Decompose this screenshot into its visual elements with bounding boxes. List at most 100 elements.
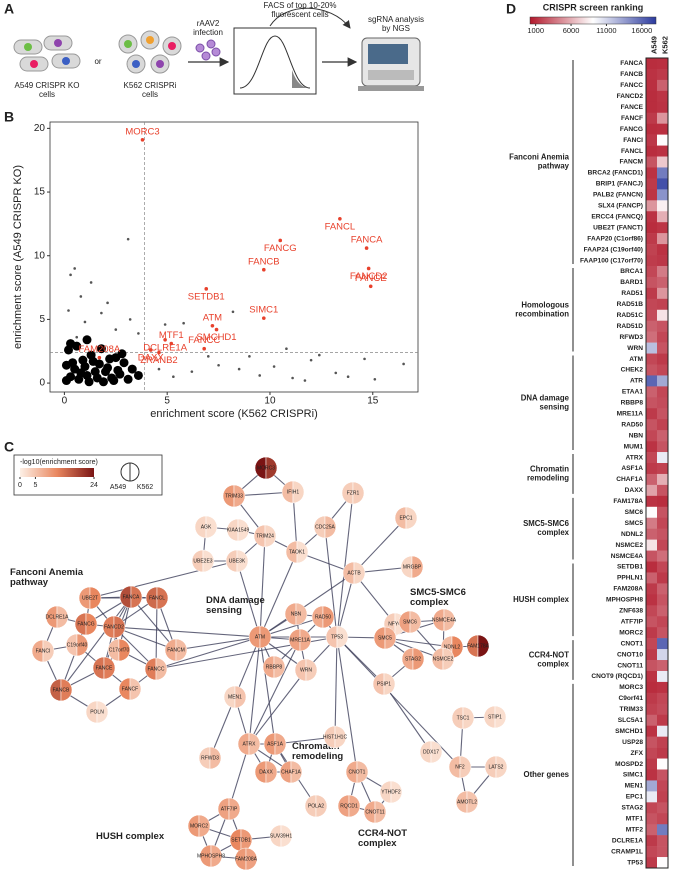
node-k562 [265, 456, 278, 480]
heat-cell [657, 222, 668, 234]
heat-cell [646, 780, 657, 792]
node-k562 [383, 672, 396, 696]
node-k562 [280, 824, 293, 848]
row-label: FANCM [620, 159, 644, 166]
row-label: CNOT11 [617, 662, 643, 669]
cells-k-label: K562 CRISPRi cells [124, 81, 177, 99]
heat-cell [657, 714, 668, 727]
hit-point [214, 327, 219, 332]
heat-cell [657, 539, 668, 551]
heat-cell [646, 320, 657, 332]
or-label: or [94, 57, 101, 66]
heat-cell [657, 747, 668, 759]
point [117, 349, 127, 359]
node-k562 [205, 515, 218, 539]
node-k562 [374, 800, 387, 824]
row-label: TRIM33 [620, 706, 644, 713]
heat-cell [646, 79, 657, 92]
node-label: RBBP8 [266, 664, 283, 670]
point [248, 355, 251, 358]
point [133, 370, 143, 380]
node-label: MORC3 [257, 465, 275, 471]
point [303, 379, 307, 382]
y-tick-label: 15 [34, 187, 46, 198]
heat-cell [646, 627, 657, 639]
node-label: POLA2 [308, 803, 324, 809]
heat-cell [657, 58, 668, 70]
row-label: BARD1 [620, 279, 643, 286]
heat-cell [657, 550, 668, 562]
row-label: MRE11A [617, 410, 644, 417]
node-k562 [412, 647, 425, 671]
point [61, 360, 71, 370]
hit-label: SIMC1 [249, 305, 278, 316]
point [373, 377, 377, 381]
row-label: PALB2 (FANCN) [593, 192, 643, 199]
node-label: KIAA1549 [227, 527, 250, 533]
row-label: FAAP20 (C1orf86) [587, 235, 643, 242]
node-a549 [313, 515, 326, 539]
point [83, 320, 87, 324]
row-label: CHAF1A [616, 476, 643, 483]
heat-cell [657, 419, 668, 431]
point [79, 295, 83, 298]
group-label: Homologous recombination [515, 300, 569, 318]
network-edge [113, 626, 261, 638]
heat-cell [657, 90, 668, 103]
heat-cell [646, 660, 657, 672]
hit-label: MTF1 [159, 330, 184, 341]
network-edge [60, 596, 132, 691]
node-a549 [263, 732, 276, 756]
heat-cell [646, 747, 657, 759]
network-edge [336, 492, 354, 638]
node-label: TRIM33 [225, 493, 243, 499]
node-a549 [325, 625, 338, 649]
row-label: RAD50 [621, 421, 643, 428]
heat-cell [657, 802, 668, 814]
heat-cell [646, 484, 657, 497]
node-a549 [419, 740, 432, 764]
node-label: POLN [90, 709, 104, 715]
heat-cell [657, 616, 668, 628]
node-label: FZR1 [347, 490, 360, 496]
row-label: MORC3 [619, 684, 643, 691]
node-k562 [210, 844, 223, 868]
heat-cell [646, 145, 657, 157]
infection-label: rAAV2 infection [193, 19, 223, 37]
row-label: RAD51B [617, 301, 644, 308]
node-a549 [294, 658, 307, 682]
heat-cell [657, 484, 668, 497]
node-k562 [430, 740, 443, 764]
point [182, 321, 185, 325]
row-label: MEN1 [625, 783, 644, 790]
row-label: ATRX [626, 454, 644, 461]
node-a549 [483, 705, 496, 729]
heat-cell [646, 506, 657, 519]
point [100, 311, 103, 315]
y-tick-label: 20 [34, 123, 46, 134]
node-k562 [356, 760, 369, 784]
heat-cell [646, 386, 657, 398]
network-edge [259, 535, 266, 638]
row-label: NBN [629, 432, 644, 439]
row-label: FAM178A [613, 498, 643, 505]
node-a549 [484, 755, 497, 779]
heat-cell [646, 408, 657, 420]
node-k562 [245, 847, 258, 871]
node-label: NF2 [455, 764, 465, 770]
heat-cell [646, 156, 657, 168]
point [82, 335, 92, 345]
node-k562 [384, 626, 397, 650]
heat-cell [646, 265, 657, 278]
hit-label: DAXX [138, 352, 165, 363]
node-a549 [262, 655, 275, 679]
hit-point [148, 348, 153, 352]
node-k562 [237, 518, 250, 542]
row-label: SMC6 [625, 509, 644, 516]
node-a549 [311, 605, 324, 629]
hit-label: FANCA [351, 235, 383, 246]
node-label: DAXX [259, 769, 273, 775]
heat-cell [646, 835, 657, 847]
point [73, 267, 76, 270]
node-k562 [292, 480, 305, 504]
